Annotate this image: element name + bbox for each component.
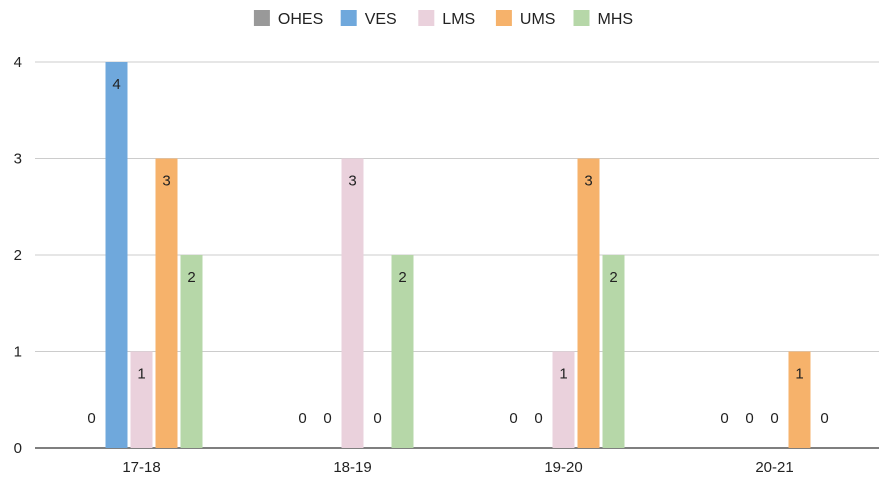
- legend-item-lms: LMS: [418, 10, 475, 28]
- y-axis: 0 1 2 3 4: [14, 54, 22, 457]
- data-label: 1: [559, 366, 567, 383]
- legend-label: VES: [365, 11, 397, 28]
- data-label: 0: [87, 410, 95, 427]
- legend-label: LMS: [442, 11, 475, 28]
- bar-mhs-18-19: [391, 255, 414, 448]
- bar-ums-17-18: [155, 158, 178, 448]
- data-label: 0: [770, 410, 778, 427]
- x-category-label: 18-19: [333, 459, 371, 476]
- legend-swatch: [573, 10, 590, 26]
- x-axis: 17-18 18-19 19-20 20-21: [122, 459, 793, 476]
- data-label: 3: [348, 173, 356, 190]
- legend-swatch: [495, 10, 512, 26]
- legend-swatch: [418, 10, 435, 26]
- legend-item-mhs: MHS: [573, 10, 634, 28]
- x-category-label: 19-20: [544, 459, 582, 476]
- bar-mhs-17-18: [180, 255, 203, 448]
- y-tick-label: 4: [14, 54, 22, 71]
- data-label: 2: [398, 269, 406, 286]
- data-label: 3: [162, 173, 170, 190]
- data-label: 2: [609, 269, 617, 286]
- y-tick-label: 1: [14, 344, 22, 361]
- data-label: 0: [745, 410, 753, 427]
- data-label: 0: [720, 410, 728, 427]
- legend-item-ohes: OHES: [253, 10, 323, 28]
- bar-ves-17-18: [105, 62, 128, 448]
- x-category-label: 17-18: [122, 459, 160, 476]
- chart-bars: [105, 62, 811, 448]
- data-label: 0: [509, 410, 517, 427]
- data-label: 0: [820, 410, 828, 427]
- data-label: 0: [373, 410, 381, 427]
- x-category-label: 20-21: [755, 459, 793, 476]
- data-label: 1: [137, 366, 145, 383]
- data-label: 4: [112, 76, 120, 93]
- legend-swatch: [340, 10, 357, 26]
- bar-lms-19-20: [552, 351, 575, 448]
- bar-mhs-19-20: [602, 255, 625, 448]
- data-label: 0: [534, 410, 542, 427]
- legend-swatch: [253, 10, 270, 26]
- data-label: 1: [795, 366, 803, 383]
- y-tick-label: 0: [14, 440, 22, 457]
- legend-label: OHES: [278, 11, 323, 28]
- bar-lms-18-19: [341, 158, 364, 448]
- y-tick-label: 3: [14, 151, 22, 168]
- legend-item-ums: UMS: [495, 10, 556, 28]
- data-label: 0: [323, 410, 331, 427]
- bar-ums-19-20: [577, 158, 600, 448]
- y-tick-label: 2: [14, 247, 22, 264]
- chart-legend: OHES VES LMS UMS MHS: [253, 10, 634, 28]
- legend-label: MHS: [598, 11, 634, 28]
- bar-lms-17-18: [130, 351, 153, 448]
- data-label: 2: [187, 269, 195, 286]
- data-label: 0: [298, 410, 306, 427]
- legend-item-ves: VES: [340, 10, 397, 28]
- data-label: 3: [584, 173, 592, 190]
- legend-label: UMS: [520, 11, 556, 28]
- bar-ums-20-21: [788, 351, 811, 448]
